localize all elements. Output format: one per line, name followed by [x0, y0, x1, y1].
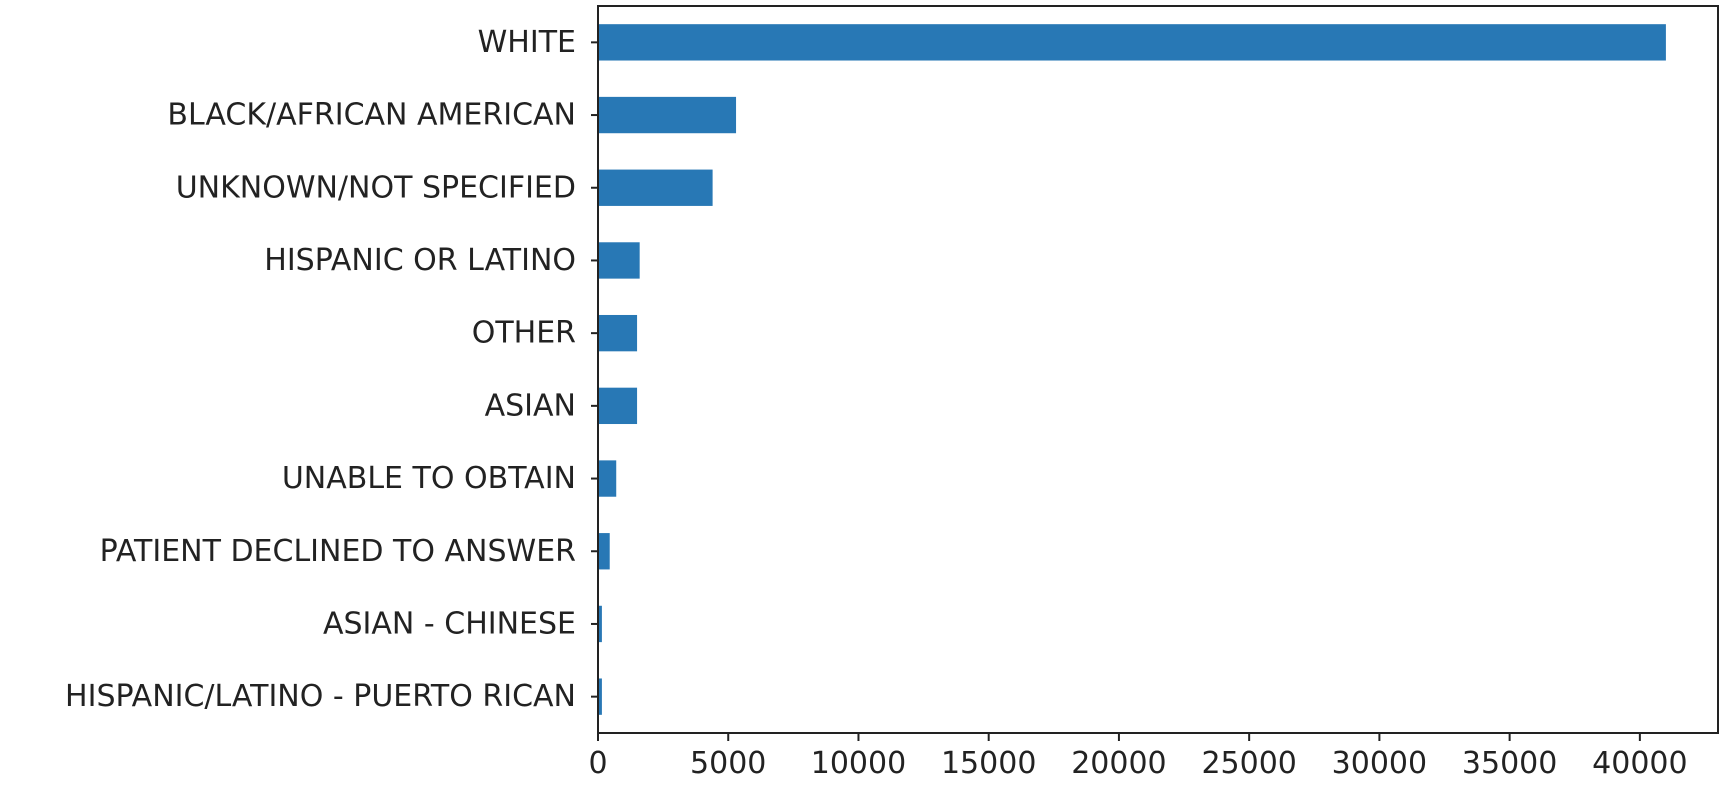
category-label-patient-declined-to-answer: PATIENT DECLINED TO ANSWER: [100, 534, 576, 569]
category-label-hispanic-latino-puerto-rican: HISPANIC/LATINO - PUERTO RICAN: [65, 679, 576, 714]
x-tick-label-30000: 30000: [1332, 746, 1427, 781]
x-tick-label-5000: 5000: [690, 746, 766, 781]
x-axis-ticks: 0 5000 10000 15000 20000 25000 30000 35000 40000: [588, 733, 1688, 781]
category-labels: WHITE BLACK/AFRICAN AMERICAN UNKNOWN/NOT S…: [65, 25, 598, 714]
x-tick-label-0: 0: [588, 746, 607, 781]
bar-unknown-not-specified: [598, 169, 713, 206]
bar-unable-to-obtain: [598, 460, 617, 497]
category-label-asian: ASIAN: [485, 388, 576, 423]
category-label-unknown-not-specified: UNKNOWN/NOT SPECIFIED: [176, 170, 576, 205]
bar-asian: [598, 387, 638, 425]
x-tick-label-40000: 40000: [1592, 746, 1687, 781]
bar-asian-chinese: [598, 605, 602, 643]
x-tick-label-15000: 15000: [941, 746, 1036, 781]
bar-other: [598, 314, 638, 352]
category-label-black-african-american: BLACK/AFRICAN AMERICAN: [167, 98, 576, 133]
x-tick-label-10000: 10000: [811, 746, 906, 781]
x-tick-label-20000: 20000: [1071, 746, 1166, 781]
bar-hispanic-latino-puerto-rican: [598, 678, 602, 715]
category-label-hispanic-or-latino: HISPANIC OR LATINO: [264, 243, 576, 278]
bar-patient-declined-to-answer: [598, 533, 610, 570]
bar-black-african-american: [598, 96, 737, 134]
bars-group: [598, 24, 1666, 715]
bar-white: [598, 24, 1666, 61]
bar-hispanic-or-latino: [598, 242, 640, 279]
category-label-unable-to-obtain: UNABLE TO OBTAIN: [282, 461, 576, 496]
category-label-white: WHITE: [478, 25, 576, 60]
plot-frame: [597, 5, 1719, 734]
x-tick-label-25000: 25000: [1201, 746, 1296, 781]
category-label-asian-chinese: ASIAN - CHINESE: [323, 606, 576, 641]
x-tick-label-35000: 35000: [1462, 746, 1557, 781]
category-label-other: OTHER: [472, 316, 576, 351]
